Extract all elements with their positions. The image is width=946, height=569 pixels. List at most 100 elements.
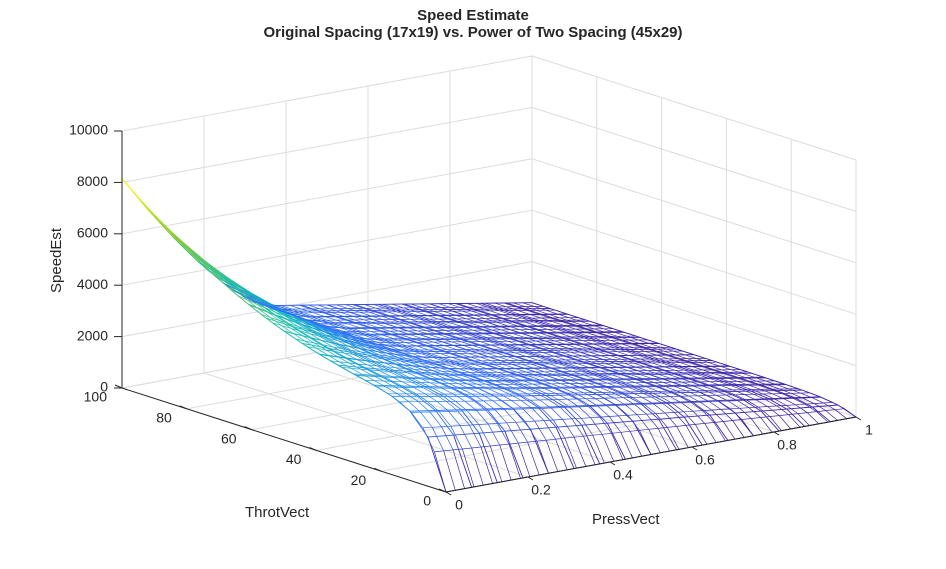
mesh-power-of-two-spacing — [460, 388, 473, 395]
mesh-power-of-two-spacing — [413, 368, 426, 375]
z-tick-label: 6000 — [77, 225, 108, 241]
mesh-power-of-two-spacing — [760, 416, 770, 418]
mesh-power-of-two-spacing — [494, 318, 507, 323]
mesh-power-of-two-spacing — [438, 334, 450, 339]
mesh-power-of-two-spacing — [281, 325, 292, 329]
mesh-power-of-two-spacing — [456, 333, 469, 339]
mesh-power-of-two-spacing — [823, 402, 836, 411]
mesh-power-of-two-spacing — [391, 334, 404, 339]
mesh-power-of-two-spacing — [386, 326, 399, 332]
mesh-power-of-two-spacing — [365, 346, 378, 352]
mesh-power-of-two-spacing — [727, 400, 740, 409]
mesh-power-of-two-spacing — [778, 415, 792, 430]
mesh-power-of-two-spacing — [450, 426, 463, 450]
mesh-power-of-two-spacing — [454, 314, 467, 320]
mesh-power-of-two-spacing — [177, 241, 190, 251]
mesh-power-of-two-spacing — [585, 398, 598, 407]
mesh-original-spacing — [291, 325, 310, 338]
mesh-original-spacing — [642, 354, 661, 362]
mesh-power-of-two-spacing — [326, 319, 339, 325]
mesh-power-of-two-spacing — [369, 353, 382, 359]
mesh-power-of-two-spacing — [415, 311, 428, 316]
mesh-power-of-two-spacing — [365, 359, 375, 362]
mesh-power-of-two-spacing — [510, 329, 523, 334]
mesh-power-of-two-spacing — [443, 449, 454, 452]
mesh-original-spacing — [481, 362, 500, 370]
mesh-power-of-two-spacing — [179, 241, 192, 252]
mesh-power-of-two-spacing — [631, 343, 644, 348]
mesh-power-of-two-spacing — [640, 343, 653, 348]
mesh-power-of-two-spacing — [581, 370, 594, 376]
mesh-power-of-two-spacing — [454, 345, 467, 350]
mesh-power-of-two-spacing — [537, 375, 550, 381]
mesh-power-of-two-spacing — [420, 411, 433, 428]
mesh-power-of-two-spacing — [399, 376, 412, 383]
mesh-power-of-two-spacing — [741, 419, 754, 437]
mesh-original-spacing — [435, 410, 454, 436]
mesh-power-of-two-spacing — [283, 330, 294, 334]
mesh-power-of-two-spacing — [769, 416, 782, 431]
mesh-power-of-two-spacing — [452, 326, 465, 331]
mesh-power-of-two-spacing — [639, 374, 652, 379]
mesh-power-of-two-spacing — [415, 393, 428, 402]
mesh-power-of-two-spacing — [249, 304, 262, 315]
mesh-power-of-two-spacing — [393, 351, 406, 357]
mesh-original-spacing — [709, 412, 736, 416]
mesh-power-of-two-spacing — [256, 303, 269, 313]
mesh-original-spacing — [514, 356, 533, 363]
mesh-power-of-two-spacing — [475, 302, 488, 308]
mesh-power-of-two-spacing — [467, 383, 480, 390]
mesh-power-of-two-spacing — [534, 388, 547, 394]
mesh-power-of-two-spacing — [636, 414, 649, 430]
mesh-power-of-two-spacing — [458, 383, 470, 389]
mesh-power-of-two-spacing — [466, 303, 479, 308]
mesh-power-of-two-spacing — [561, 351, 574, 357]
mesh-power-of-two-spacing — [519, 329, 532, 334]
mesh-power-of-two-spacing — [368, 340, 380, 346]
mesh-power-of-two-spacing — [411, 412, 424, 429]
mesh-power-of-two-spacing — [259, 299, 271, 306]
mesh-power-of-two-spacing — [353, 373, 366, 381]
mesh-power-of-two-spacing — [518, 441, 528, 444]
mesh-original-spacing — [504, 431, 524, 479]
mesh-power-of-two-spacing — [503, 318, 516, 323]
mesh-power-of-two-spacing — [342, 348, 352, 351]
mesh-power-of-two-spacing — [131, 189, 144, 203]
mesh-power-of-two-spacing — [555, 437, 565, 440]
mesh-power-of-two-spacing — [741, 418, 752, 420]
mesh-power-of-two-spacing — [525, 371, 538, 377]
mesh-original-spacing — [247, 303, 274, 315]
mesh-power-of-two-spacing — [434, 374, 445, 376]
mesh-power-of-two-spacing — [423, 341, 436, 347]
mesh-power-of-two-spacing — [597, 405, 610, 417]
mesh-power-of-two-spacing — [433, 341, 446, 347]
mesh-power-of-two-spacing — [556, 359, 569, 365]
mesh-power-of-two-spacing — [516, 356, 529, 361]
mesh-power-of-two-spacing — [583, 392, 596, 399]
mesh-power-of-two-spacing — [779, 414, 789, 416]
mesh-power-of-two-spacing — [212, 267, 225, 276]
grid-line — [531, 261, 857, 367]
mesh-power-of-two-spacing — [483, 400, 496, 411]
mesh-power-of-two-spacing — [643, 404, 657, 414]
mesh-original-spacing — [473, 368, 492, 376]
mesh-power-of-two-spacing — [353, 341, 366, 348]
mesh-original-spacing — [378, 303, 397, 311]
mesh-power-of-two-spacing — [476, 383, 489, 390]
grid-line — [531, 158, 857, 264]
mesh-power-of-two-spacing — [481, 393, 494, 402]
mesh-power-of-two-spacing — [586, 378, 599, 384]
mesh-power-of-two-spacing — [515, 321, 528, 327]
mesh-original-spacing — [432, 378, 459, 381]
mesh-power-of-two-spacing — [683, 411, 696, 425]
mesh-power-of-two-spacing — [379, 344, 392, 350]
mesh-power-of-two-spacing — [319, 323, 332, 328]
mesh-power-of-two-spacing — [437, 364, 447, 366]
mesh-power-of-two-spacing — [409, 361, 420, 364]
mesh-power-of-two-spacing — [351, 349, 364, 357]
mesh-power-of-two-spacing — [618, 370, 631, 376]
mesh-power-of-two-spacing — [442, 370, 452, 373]
mesh-power-of-two-spacing — [561, 321, 574, 326]
mesh-power-of-two-spacing — [795, 404, 808, 413]
